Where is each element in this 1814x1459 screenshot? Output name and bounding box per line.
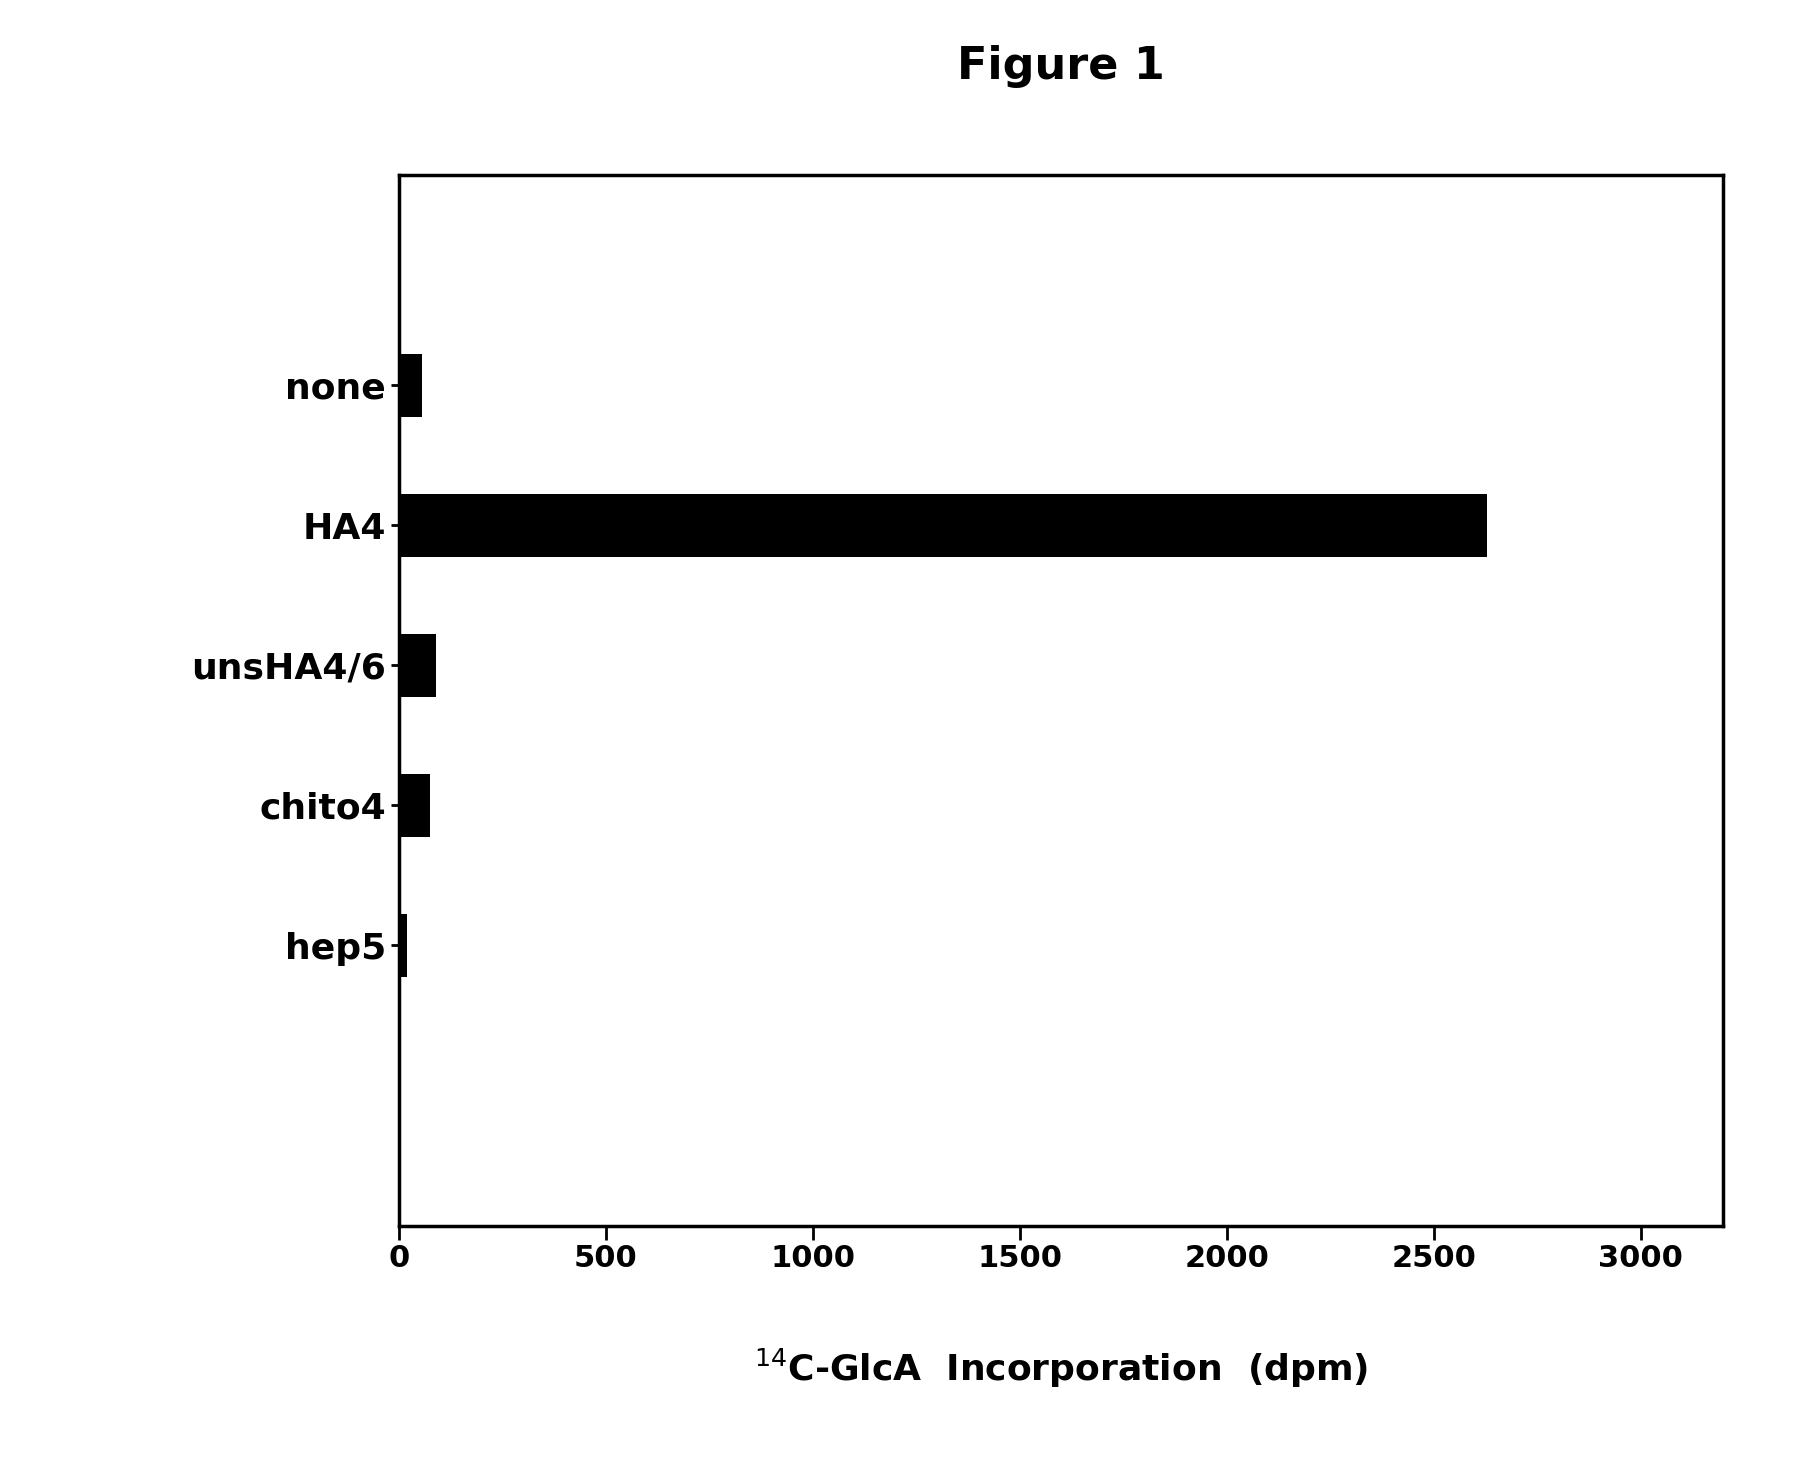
- Bar: [399, 633, 437, 697]
- Bar: [399, 493, 1487, 557]
- Bar: [399, 913, 406, 978]
- Bar: [399, 353, 423, 417]
- Text: $^{14}$C-GlcA  Incorporation  (dpm): $^{14}$C-GlcA Incorporation (dpm): [755, 1347, 1368, 1389]
- Bar: [399, 773, 430, 837]
- Text: Figure 1: Figure 1: [958, 45, 1165, 88]
